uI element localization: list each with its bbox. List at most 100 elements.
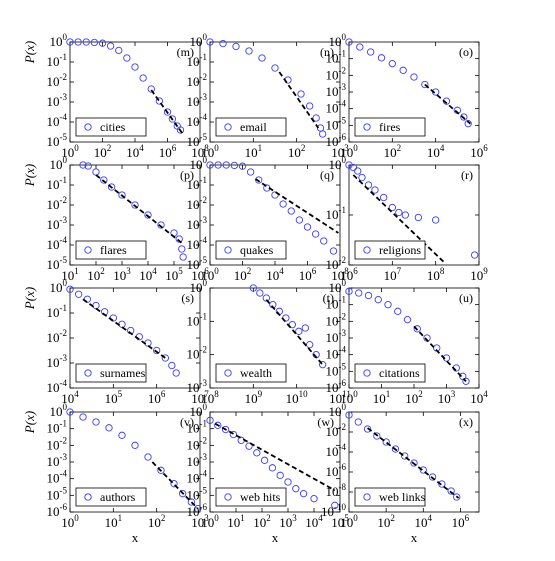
data-point: [131, 201, 139, 209]
y-tick-label: 10-1: [47, 303, 68, 320]
data-point: [123, 54, 131, 62]
data-point: [206, 416, 214, 424]
x-tick-label: 106: [191, 266, 209, 283]
y-tick-label: 100: [50, 278, 68, 295]
data-point: [256, 289, 264, 297]
y-tick-label: 10-5: [47, 255, 68, 272]
legend-box: [75, 363, 147, 383]
panel-r: 106 107 108 109 100 10-1 10-2 (r) religions: [326, 155, 489, 283]
y-tick-label: 10-4: [187, 112, 208, 129]
data-point: [66, 408, 74, 416]
y-tick-label: 10-1: [326, 295, 347, 312]
y-tick-label: 10-1: [47, 175, 68, 192]
y-axis-label: P(x): [22, 287, 37, 310]
data-point: [354, 418, 362, 426]
x-tick-label: 1010: [286, 389, 309, 406]
data-point: [388, 203, 396, 212]
y-tick-label: 10-2: [47, 72, 68, 89]
x-tick-label: 101: [373, 389, 391, 406]
x-tick-label: 101: [245, 143, 262, 160]
x-tick-label: 101: [61, 266, 79, 283]
x-tick-label: 104: [266, 266, 284, 283]
x-axis-label: x: [132, 530, 139, 545]
legend-marker: [84, 246, 92, 254]
data-point: [295, 327, 303, 335]
data-point: [245, 442, 253, 450]
fit-line: [265, 299, 324, 366]
y-tick-label: 10-2: [326, 311, 347, 328]
plot-frame: [209, 287, 341, 389]
legend-label: fires: [379, 120, 401, 134]
data-point: [82, 38, 90, 46]
fit-line: [424, 83, 471, 125]
data-point: [401, 452, 409, 460]
fit-line: [82, 298, 166, 359]
x-tick-label: 106: [470, 143, 488, 160]
data-point: [460, 113, 468, 121]
data-point: [206, 161, 214, 169]
panel-label: (q): [320, 168, 334, 182]
y-tick-label: 100: [50, 402, 68, 419]
x-tick-label: 105: [105, 389, 123, 406]
data-point: [428, 473, 437, 481]
data-point: [260, 456, 269, 464]
data-point: [319, 361, 327, 369]
x-tick-label: 102: [234, 266, 252, 283]
y-tick-label: 10-4: [187, 469, 208, 486]
panel-label: (v): [180, 415, 194, 429]
legend-label: religions: [379, 243, 421, 257]
y-tick-label: 10-1: [187, 52, 208, 69]
data-point: [413, 325, 421, 333]
y-tick-label: 10-6: [47, 502, 68, 519]
data-point: [232, 42, 240, 51]
data-point: [246, 168, 255, 176]
fit-line: [95, 174, 183, 244]
data-point: [75, 290, 83, 298]
data-point: [115, 46, 123, 55]
data-point: [66, 285, 74, 293]
legend-marker: [84, 123, 92, 131]
y-tick-label: 10-3: [187, 378, 208, 395]
panel-label: (x): [459, 415, 473, 429]
x-tick-label: 103: [113, 266, 131, 283]
data-point: [262, 294, 270, 302]
x-tick-label: 102: [405, 389, 423, 406]
data-point: [414, 213, 422, 222]
legend-marker: [84, 369, 92, 377]
y-tick-label: 10-3: [47, 215, 68, 232]
x-tick-label: 101: [227, 513, 245, 530]
data-point: [155, 97, 164, 105]
data-point: [118, 320, 126, 328]
legend-marker: [224, 493, 232, 501]
data-point: [320, 237, 328, 245]
y-tick-label: 10-5: [187, 255, 208, 272]
data-point: [311, 230, 320, 238]
legend-marker: [224, 369, 232, 377]
x-tick-label: 102: [377, 513, 395, 530]
data-point: [79, 161, 87, 169]
y-tick-label: 10-1: [47, 419, 68, 436]
y-tick-label: 100: [190, 32, 208, 49]
data-point: [303, 223, 312, 231]
x-tick-label: 104: [415, 513, 433, 530]
x-tick-label: 109: [470, 266, 488, 283]
data-point: [253, 449, 261, 457]
data-point: [79, 413, 87, 421]
x-tick-label: 105: [165, 266, 183, 283]
y-tick-label: 10-2: [326, 65, 347, 82]
panel-label: (w): [317, 415, 334, 429]
y-tick-label: 100: [329, 278, 347, 295]
data-point: [214, 161, 222, 169]
y-tick-label: 10-6: [326, 132, 347, 149]
y-tick-label: 100: [329, 155, 347, 172]
y-tick-label: 10-5: [47, 132, 68, 149]
data-point: [459, 372, 467, 380]
y-tick-label: 10-3: [187, 92, 208, 109]
x-axis-label: x: [411, 530, 418, 545]
panel-w: 100 101 102 103 104 10510010-110-210-310-410-…: [187, 402, 350, 545]
data-point: [118, 431, 126, 439]
data-point: [144, 453, 152, 461]
legend-box: [354, 363, 426, 383]
data-point: [391, 445, 400, 453]
legend-label: surnames: [100, 366, 146, 380]
